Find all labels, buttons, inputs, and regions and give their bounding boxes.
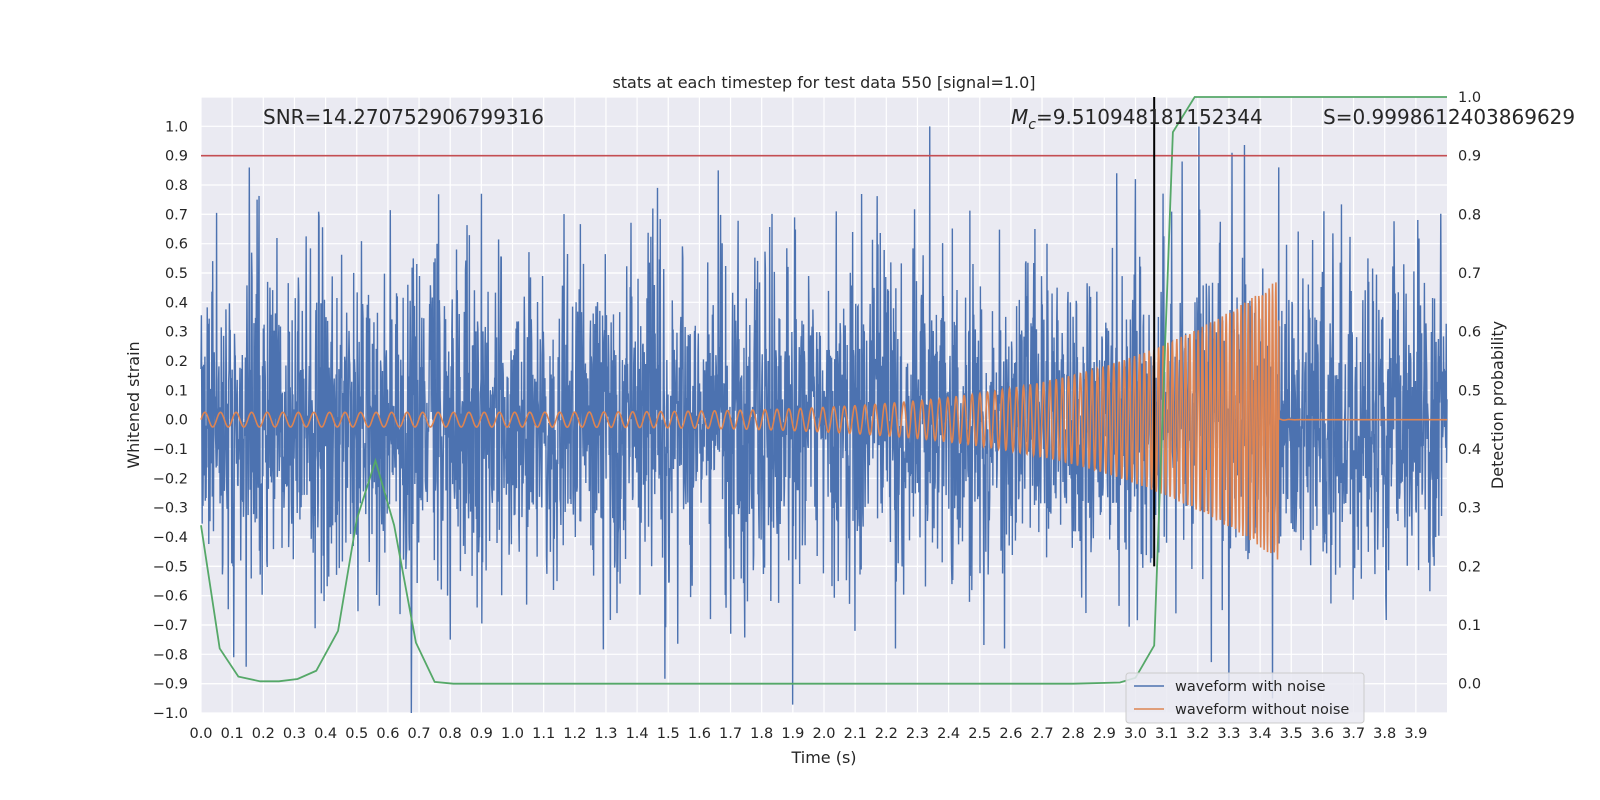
clean-waveform-line [200, 282, 1447, 560]
y2-tick-label: 0.9 [1458, 149, 1481, 165]
y-tick-label: −0.1 [153, 442, 188, 458]
x-tick-label: 2.9 [1093, 726, 1116, 742]
y-tick-label: −0.3 [153, 501, 188, 517]
x-tick-label: 2.6 [999, 726, 1022, 742]
x-tick-label: 3.1 [1155, 726, 1178, 742]
x-tick-label: 0.5 [345, 726, 368, 742]
y2-tick-label: 0.2 [1458, 559, 1481, 575]
x-tick-label: 0.3 [283, 726, 306, 742]
y-tick-label: −0.7 [153, 618, 188, 634]
x-axis-ticks: 0.0 0.1 0.2 0.3 0.4 0.5 0.6 0.7 0.8 0.9 1.0 1.1 1.2 1… [189, 726, 1427, 742]
reference-lines [201, 97, 1447, 567]
x-tick-label: 2.3 [906, 726, 929, 742]
legend-label-noisy: waveform with noise [1175, 679, 1326, 695]
y-tick-label: 0.4 [165, 295, 188, 311]
x-tick-label: 2.4 [937, 726, 960, 742]
x-tick-label: 1.7 [719, 726, 742, 742]
chirp-mass-symbol: M [1011, 105, 1028, 129]
noisy-waveform-line [200, 126, 1448, 714]
x-tick-label: 1.9 [781, 726, 804, 742]
y2-tick-label: 0.5 [1458, 383, 1481, 399]
x-tick-label: 2.1 [844, 726, 867, 742]
y-tick-label: 0.0 [165, 413, 188, 429]
x-tick-label: 1.0 [501, 726, 524, 742]
chart-title: stats at each timestep for test data 550… [612, 73, 1035, 92]
chirp-mass-annotation: Mc=9.510948181152344 [1011, 105, 1263, 133]
x-tick-label: 1.4 [626, 726, 649, 742]
x-tick-label: 1.2 [563, 726, 586, 742]
series-waveform-without-noise [200, 282, 1447, 560]
series-detection-probability [200, 96, 1447, 685]
x-tick-label: 1.5 [657, 726, 680, 742]
y-tick-label: 0.5 [165, 266, 188, 282]
legend-box [1125, 672, 1365, 724]
y2-tick-label: 0.8 [1458, 207, 1481, 223]
y-tick-label: 0.3 [165, 325, 188, 341]
chirp-mass-value: =9.510948181152344 [1036, 105, 1263, 129]
y2-axis-ticks: 0.0 0.1 0.2 0.3 0.4 0.5 0.6 0.7 0.8 0.9 1.0 [1458, 90, 1481, 693]
y-tick-label: −0.6 [153, 589, 188, 605]
x-tick-label: 2.7 [1031, 726, 1054, 742]
y-axis-label: Whitened strain [124, 341, 143, 468]
legend-label-clean: waveform without noise [1175, 702, 1349, 718]
x-tick-label: 1.3 [594, 726, 617, 742]
y2-tick-label: 0.4 [1458, 442, 1481, 458]
probability-line [200, 96, 1447, 685]
y2-tick-label: 0.6 [1458, 325, 1481, 341]
x-tick-label: 3.4 [1249, 726, 1272, 742]
x-tick-label: 3.3 [1217, 726, 1240, 742]
x-tick-label: 3.2 [1186, 726, 1209, 742]
x-tick-label: 0.2 [252, 726, 275, 742]
x-tick-label: 2.8 [1062, 726, 1085, 742]
y-tick-label: −0.8 [153, 647, 188, 663]
y-tick-label: 1.0 [165, 119, 188, 135]
x-tick-label: 1.8 [750, 726, 773, 742]
x-tick-label: 2.2 [875, 726, 898, 742]
y-tick-label: −0.4 [153, 530, 188, 546]
y2-tick-label: 1.0 [1458, 90, 1481, 106]
x-tick-label: 3.7 [1342, 726, 1365, 742]
x-tick-label: 0.6 [376, 726, 399, 742]
y2-tick-label: 0.7 [1458, 266, 1481, 282]
x-tick-label: 2.5 [968, 726, 991, 742]
y-tick-label: 0.1 [165, 383, 188, 399]
legend: waveform with noise waveform without noi… [1125, 672, 1365, 724]
x-tick-label: 0.8 [439, 726, 462, 742]
x-tick-label: 0.4 [314, 726, 337, 742]
x-tick-label: 3.5 [1280, 726, 1303, 742]
y-tick-label: 0.8 [165, 178, 188, 194]
y-axis-ticks: −1.0 −0.9 −0.8 −0.7 −0.6 −0.5 −0.4 −0.3 −0.2 −0.1… [153, 119, 188, 722]
x-tick-label: 3.9 [1404, 726, 1427, 742]
y2-tick-label: 0.0 [1458, 677, 1481, 693]
x-tick-label: 1.6 [688, 726, 711, 742]
x-tick-label: 0.1 [221, 726, 244, 742]
y2-tick-label: 0.1 [1458, 618, 1481, 634]
y-tick-label: 0.6 [165, 237, 188, 253]
x-tick-label: 1.1 [532, 726, 555, 742]
y-tick-label: −0.9 [153, 677, 188, 693]
chirp-mass-subscript: c [1028, 117, 1036, 133]
x-tick-label: 0.0 [189, 726, 212, 742]
y-tick-label: 0.9 [165, 149, 188, 165]
series-waveform-with-noise [200, 126, 1448, 714]
y-tick-label: −0.5 [153, 559, 188, 575]
x-tick-label: 0.9 [470, 726, 493, 742]
x-axis-label: Time (s) [790, 748, 856, 767]
y-tick-label: 0.7 [165, 207, 188, 223]
x-tick-label: 2.0 [812, 726, 835, 742]
snr-annotation: SNR=14.270752906799316 [263, 105, 544, 129]
y2-axis-label: Detection probability [1488, 321, 1507, 489]
x-tick-label: 3.0 [1124, 726, 1147, 742]
y-tick-label: −1.0 [153, 706, 188, 722]
x-tick-label: 0.7 [408, 726, 431, 742]
score-annotation: S=0.9998612403869629 [1323, 105, 1575, 129]
y-tick-label: −0.2 [153, 471, 188, 487]
y2-tick-label: 0.3 [1458, 501, 1481, 517]
x-tick-label: 3.8 [1373, 726, 1396, 742]
x-tick-label: 3.6 [1311, 726, 1334, 742]
y-tick-label: 0.2 [165, 354, 188, 370]
